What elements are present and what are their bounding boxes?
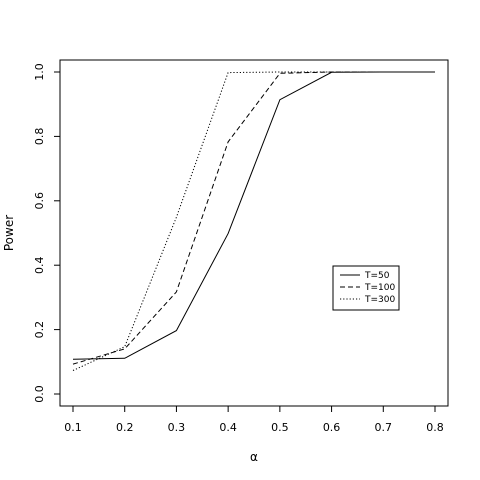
x-tick-label: 0.4 [219,421,237,434]
y-tick-label: 0.2 [33,321,46,339]
x-tick-label: 0.7 [375,421,393,434]
x-tick-label: 0.1 [64,421,82,434]
y-axis-title: Power [2,215,16,251]
y-tick-label: 0.4 [33,256,46,274]
legend-label: T=300 [364,295,395,305]
series-layer [72,71,435,371]
x-tick-label: 0.8 [426,421,444,434]
legend-label: T=100 [364,283,395,293]
x-tick-label: 0.6 [323,421,341,434]
y-tick-label: 0.8 [33,128,46,146]
x-tick-label: 0.2 [116,421,134,434]
y-tick-label: 1.0 [33,63,46,81]
y-tick-label: 0.6 [33,192,46,210]
legend-label: T=50 [364,271,390,281]
plot-box [59,59,449,407]
y-axis: 0.0 0.2 0.4 0.6 0.8 1.0 [33,63,61,403]
x-axis-title: α [250,450,258,464]
x-axis: 0.1 0.2 0.3 0.4 0.5 0.6 0.7 0.8 [64,405,444,434]
series-line-t50 [72,71,435,360]
x-tick-label: 0.5 [271,421,289,434]
legend: T=50 T=100 T=300 [332,265,400,311]
series-line-t300 [72,71,435,371]
series-line-t100 [72,71,435,365]
y-tick-label: 0.0 [33,385,46,403]
x-tick-label: 0.3 [168,421,186,434]
legend-box [332,265,400,311]
